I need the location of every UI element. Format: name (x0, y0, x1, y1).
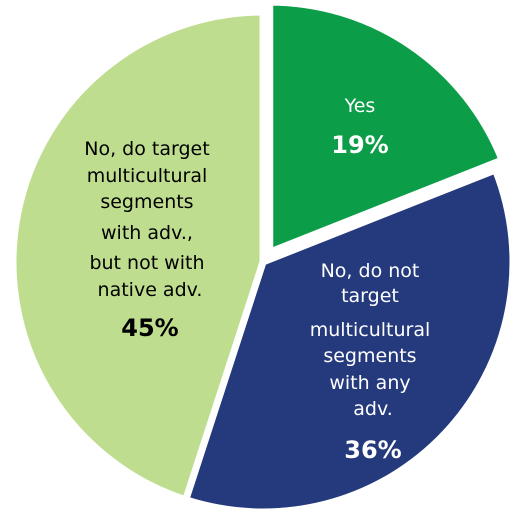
slice-label-no-any-line-5: with any (329, 372, 410, 394)
slice-label-no-native-line-2: multicultural (87, 165, 208, 187)
slice-label-no-native: No, do target multicultural segments wit… (84, 138, 215, 301)
slice-label-no-any: No, do not target multicultural segments… (310, 260, 437, 420)
slice-value-no-native: 45% (121, 314, 178, 342)
slice-label-no-native-line-3: segments (100, 191, 193, 213)
slice-no-native (9, 8, 267, 505)
slice-value-no-any: 36% (344, 436, 401, 464)
slice-label-no-any-line-1: No, do not (321, 260, 420, 282)
slice-label-no-any-line-2: target (341, 285, 399, 307)
slice-label-no-native-line-1: No, do target (84, 138, 209, 160)
slice-label-yes-line-1: Yes (344, 95, 376, 117)
slice-label-no-native-line-4: with adv., (101, 222, 193, 244)
slice-label-yes: Yes (344, 95, 376, 117)
slice-label-no-any-line-4: segments (323, 345, 416, 367)
slice-no-any (181, 165, 517, 516)
slice-value-yes: 19% (331, 131, 388, 159)
slice-label-no-native-line-5: but not with (89, 252, 204, 274)
slice-label-no-any-line-3: multicultural (310, 319, 431, 341)
pie-slices (9, 0, 517, 516)
slice-label-no-native-line-6: native adv. (98, 279, 203, 301)
slice-label-no-any-line-6: adv. (353, 398, 393, 420)
slice-yes (266, 0, 507, 258)
